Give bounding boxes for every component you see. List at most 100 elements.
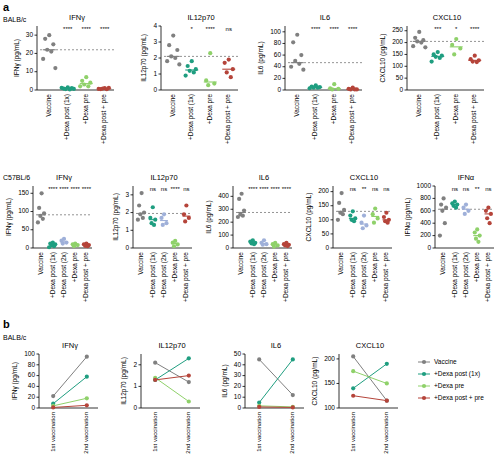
data-point bbox=[88, 81, 92, 85]
data-point bbox=[138, 212, 142, 216]
y-tick-label: 2 bbox=[153, 54, 157, 61]
x-tick-label: +Dexa post (2x) bbox=[160, 252, 168, 298]
data-point bbox=[187, 374, 191, 378]
y-tick-label: 80 bbox=[28, 361, 36, 368]
data-point bbox=[371, 212, 375, 216]
y-axis-label: IL6 (pg/mL) bbox=[205, 200, 213, 233]
x-tick-label: +Dexa post (1x) bbox=[149, 252, 157, 298]
data-point bbox=[175, 48, 179, 52]
chart: 100150200CXCL10CXCL10 (pg/mL)1st vaccina… bbox=[311, 341, 398, 454]
data-point bbox=[171, 34, 175, 38]
median-line bbox=[291, 62, 304, 63]
data-point bbox=[454, 37, 458, 41]
data-point bbox=[80, 79, 84, 83]
data-point bbox=[47, 245, 51, 249]
x-axis bbox=[339, 408, 398, 409]
series-line bbox=[155, 378, 189, 402]
data-point bbox=[382, 215, 386, 219]
x-tick-label: +Dexa pre bbox=[452, 94, 460, 125]
plot-area bbox=[40, 33, 114, 92]
data-point bbox=[301, 68, 305, 72]
y-axis bbox=[407, 26, 408, 90]
y-axis-label: IL12p70 (pg/mL) bbox=[120, 357, 128, 405]
legend-marker bbox=[422, 384, 426, 388]
y-tick-label: 200 bbox=[318, 187, 329, 194]
chart: 050100150IFNγIFNγ (pg/mL)Vaccine****+Dex… bbox=[5, 173, 92, 302]
y-axis bbox=[285, 26, 286, 90]
data-point bbox=[241, 214, 245, 218]
series-line bbox=[353, 364, 387, 389]
y-axis-label: IL12p70 (pg/mL) bbox=[140, 34, 148, 82]
y-tick-label: 1 bbox=[153, 70, 157, 77]
data-point bbox=[36, 220, 40, 224]
data-point bbox=[454, 206, 458, 210]
median-line bbox=[346, 89, 359, 90]
y-tick-label: 0 bbox=[25, 244, 29, 251]
data-point bbox=[85, 355, 89, 359]
y-axis bbox=[33, 186, 34, 248]
y-axis bbox=[39, 354, 40, 408]
chart-title: IL12p70 bbox=[187, 13, 214, 22]
data-point bbox=[136, 218, 140, 222]
x-tick-label: +Dexa pre bbox=[330, 94, 338, 125]
significance: **** bbox=[271, 186, 281, 192]
x-tick-label: +Dexa pre bbox=[371, 252, 379, 283]
y-tick bbox=[131, 248, 134, 249]
data-point bbox=[206, 83, 210, 87]
chart-title: IL12p70 bbox=[158, 341, 185, 350]
data-point bbox=[332, 82, 336, 86]
median-line bbox=[484, 213, 492, 214]
y-tick bbox=[243, 386, 246, 387]
data-point bbox=[442, 196, 446, 200]
median-line bbox=[371, 216, 379, 217]
data-point bbox=[140, 191, 144, 195]
data-point bbox=[85, 403, 89, 407]
x-tick-label: Vaccine bbox=[415, 94, 422, 117]
series-line bbox=[353, 396, 387, 401]
x-tick-label: Vaccine bbox=[337, 252, 344, 275]
y-axis bbox=[333, 186, 334, 248]
y-tick bbox=[433, 210, 436, 211]
x-tick-label: +Dexa post (2x) bbox=[360, 252, 368, 298]
y-axis-label: IL6 (pg/mL) bbox=[257, 41, 265, 74]
chart: 020406080100IL6IL6 (pg/mL)Vaccine****+De… bbox=[257, 13, 362, 144]
reference-line bbox=[40, 49, 114, 50]
y-tick bbox=[433, 235, 436, 236]
y-axis-label: CXCL10 (pg/mL) bbox=[311, 357, 319, 406]
x-axis bbox=[133, 248, 192, 249]
chart-title: IFNγ bbox=[62, 341, 78, 350]
plot-area bbox=[236, 192, 292, 249]
data-point bbox=[291, 393, 295, 397]
data-point bbox=[291, 405, 295, 409]
data-point bbox=[361, 226, 365, 230]
data-point bbox=[51, 405, 55, 409]
x-tick-label: +Dexa post + pre bbox=[382, 252, 390, 302]
y-tick bbox=[131, 212, 134, 213]
y-tick bbox=[159, 90, 162, 91]
y-tick bbox=[283, 31, 286, 32]
data-point bbox=[417, 30, 421, 34]
y-tick bbox=[337, 383, 340, 384]
y-tick-label: 0 bbox=[427, 244, 431, 251]
x-tick-label: +Dexa pre bbox=[206, 94, 214, 125]
median-line bbox=[473, 235, 481, 236]
x-tick-label: +Dexa post (2x) bbox=[60, 252, 68, 298]
significance: * bbox=[455, 26, 458, 32]
x-axis bbox=[233, 248, 292, 249]
data-point bbox=[362, 213, 366, 217]
data-point bbox=[152, 223, 156, 227]
y-tick-label: 1 bbox=[125, 226, 129, 233]
data-point bbox=[438, 234, 442, 238]
median-line bbox=[61, 88, 74, 89]
y-axis-label: IL6 (pg/mL) bbox=[221, 364, 229, 397]
series-line bbox=[259, 406, 293, 407]
y-tick-label: 20 bbox=[28, 393, 36, 400]
y-tick bbox=[331, 233, 334, 234]
y-tick bbox=[37, 386, 40, 387]
y-tick bbox=[283, 90, 286, 91]
legend-label: Vaccine bbox=[434, 358, 457, 365]
median-line bbox=[60, 241, 68, 242]
median-line bbox=[49, 244, 57, 245]
data-point bbox=[153, 378, 157, 382]
data-point bbox=[430, 59, 434, 63]
